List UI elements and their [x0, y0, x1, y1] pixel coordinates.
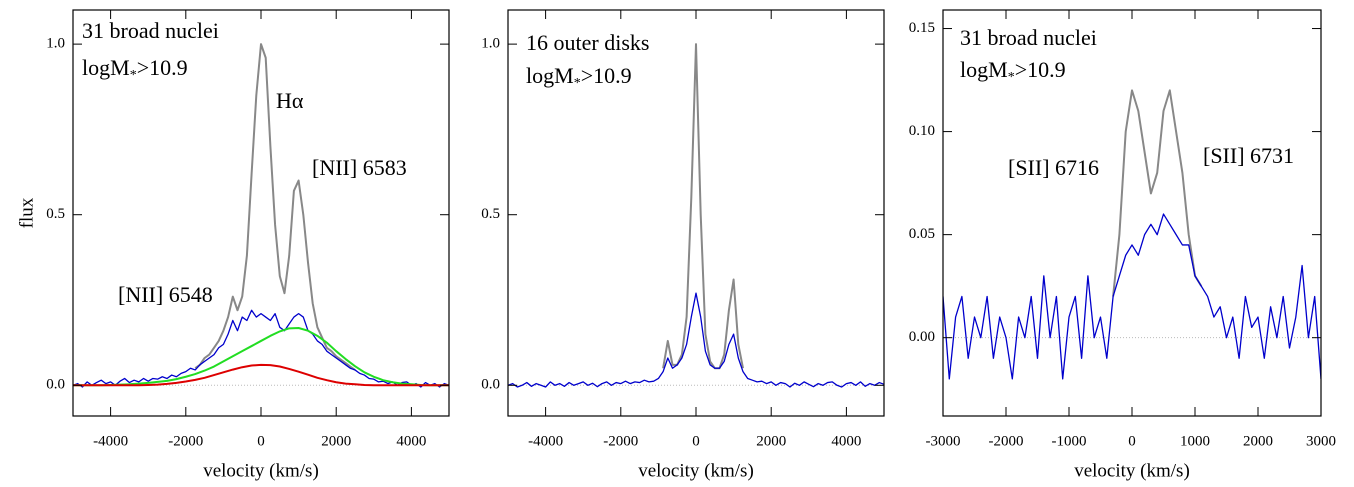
- annotation-text: [SII] 6716: [1008, 155, 1099, 180]
- x-tick-label: -2000: [168, 433, 203, 449]
- annotation-text: 16 outer disks: [526, 30, 649, 55]
- annotation: 16 outer disks: [526, 30, 649, 55]
- x-axis-label: velocity (km/s): [203, 460, 319, 481]
- annotation-text: logM: [82, 55, 130, 80]
- y-tick-label: 0.05: [909, 226, 935, 242]
- y-tick-label: 0.0: [481, 377, 500, 393]
- x-tick-label: -3000: [926, 433, 961, 449]
- x-tick-label: -2000: [603, 433, 638, 449]
- x-tick-label: -4000: [93, 433, 128, 449]
- annotation: 31 broad nuclei: [82, 18, 219, 43]
- x-tick-label: 1000: [1180, 433, 1210, 449]
- annotation-text: [SII] 6731: [1203, 143, 1294, 168]
- x-axis-label: velocity (km/s): [638, 460, 754, 481]
- x-tick-label: 2000: [1243, 433, 1273, 449]
- annotation: [NII] 6583: [312, 155, 407, 180]
- annotation-subscript: *: [574, 76, 581, 91]
- annotation-text: [NII] 6548: [118, 282, 213, 307]
- annotation-subscript: *: [1008, 70, 1015, 85]
- annotation: Hα: [276, 88, 304, 113]
- x-tick-label: 0: [1128, 433, 1136, 449]
- annotation: 31 broad nuclei: [960, 25, 1097, 50]
- annotation: logM*>10.9: [960, 57, 1066, 85]
- annotation: [NII] 6548: [118, 282, 213, 307]
- spectrum-line: [73, 326, 449, 387]
- annotation: [SII] 6716: [1008, 155, 1099, 180]
- annotation-text: 31 broad nuclei: [82, 18, 219, 43]
- x-tick-label: 2000: [321, 433, 351, 449]
- y-tick-label: 0.5: [46, 206, 65, 222]
- x-tick-label: -2000: [989, 433, 1024, 449]
- y-tick-label: 0.15: [909, 20, 935, 36]
- y-tick-label: 0.10: [909, 123, 935, 139]
- annotation-text: >10.9: [1015, 57, 1066, 82]
- annotation: [SII] 6731: [1203, 143, 1294, 168]
- annotation-text: >10.9: [581, 63, 632, 88]
- x-tick-label: -1000: [1052, 433, 1087, 449]
- annotation-text: logM: [526, 63, 574, 88]
- panel: -3000 -2000 -1000 0 1000 2000 3000 0.00 0.05 0.10…: [909, 9, 1336, 481]
- spectrum-line: [73, 363, 449, 387]
- y-tick-label: 1.0: [46, 36, 65, 52]
- x-tick-label: 0: [692, 433, 700, 449]
- spectrum-line: [662, 43, 744, 370]
- annotation: logM*>10.9: [82, 55, 188, 83]
- annotation-text: logM: [960, 57, 1008, 82]
- x-tick-label: -4000: [528, 433, 563, 449]
- panel: -4000 -2000 0 2000 4000 0.0 0.5 1.0 velocity (km…: [16, 9, 450, 481]
- y-axis-label: flux: [16, 197, 37, 228]
- annotation-subscript: *: [130, 68, 137, 83]
- x-tick-label: 3000: [1306, 433, 1336, 449]
- spectrum-line: [508, 292, 884, 388]
- annotation-text: 31 broad nuclei: [960, 25, 1097, 50]
- spectrum-line: [73, 309, 449, 388]
- y-tick-label: 0.00: [909, 329, 935, 345]
- annotation-text: >10.9: [137, 55, 188, 80]
- x-tick-label: 4000: [396, 433, 426, 449]
- panel: -4000 -2000 0 2000 4000 0.0 0.5 1.0 velocity (km…: [481, 9, 885, 481]
- spectrum-line: [194, 43, 356, 371]
- annotation: logM*>10.9: [526, 63, 632, 91]
- annotation-text: Hα: [276, 88, 304, 113]
- spectrum-line: [943, 213, 1321, 380]
- x-tick-label: 2000: [756, 433, 786, 449]
- y-tick-label: 1.0: [481, 36, 500, 52]
- x-tick-label: 0: [257, 433, 265, 449]
- y-tick-label: 0.0: [46, 377, 65, 393]
- annotation-text: [NII] 6583: [312, 155, 407, 180]
- spectrum-line: [1112, 89, 1203, 297]
- x-axis-label: velocity (km/s): [1074, 460, 1190, 481]
- y-tick-label: 0.5: [481, 206, 500, 222]
- x-tick-label: 4000: [831, 433, 861, 449]
